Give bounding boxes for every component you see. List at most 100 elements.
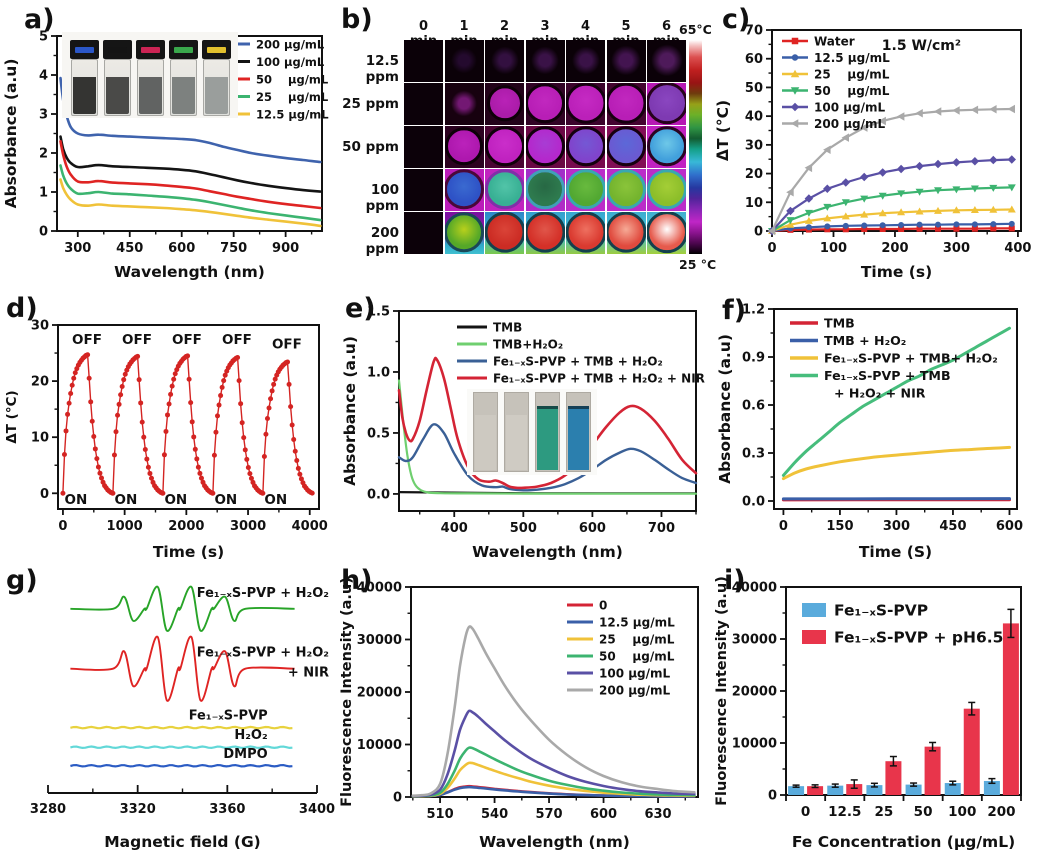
- marker: [933, 159, 943, 169]
- marker: [68, 391, 74, 397]
- panel-g-esr-spectra: g) 3280 3320 3360 3400 Magnetic field (G) Fe₁…: [0, 565, 335, 855]
- x-axis-label: Fe Concentration (µg/mL): [792, 833, 1015, 851]
- legend-label: 25 µg/mL: [599, 633, 675, 647]
- y-axis-label: Fluorescence Intensity (a.u): [339, 577, 355, 807]
- marker: [861, 225, 868, 232]
- y-tick-label: 3: [39, 108, 48, 123]
- marker: [935, 221, 941, 228]
- marker: [145, 464, 151, 470]
- vial-liquid: [105, 77, 129, 114]
- panel-e-chart: 400 500 600 700 0.0 0.5 1.0 1.5 Wavelength (nm) A…: [341, 305, 705, 562]
- marker: [119, 384, 125, 390]
- vial-liquid: [72, 77, 96, 114]
- marker: [89, 418, 95, 424]
- thermal-cell: [444, 126, 484, 168]
- legend-label: Fe₁₋ₓS-PVP + TMB + H₂O₂: [493, 355, 663, 369]
- marker: [292, 448, 298, 454]
- thermal-cell: [606, 40, 646, 82]
- legend-label: 50 µg/mL: [256, 73, 329, 87]
- x-tick-label: 510: [426, 807, 453, 822]
- vial-glass: [169, 59, 197, 116]
- series-line: [781, 326, 1011, 477]
- marker: [192, 446, 198, 452]
- marker: [91, 433, 97, 439]
- sample-vial: [201, 40, 231, 116]
- marker: [236, 378, 242, 384]
- marker: [195, 464, 201, 470]
- panel-b-thermal-images: b) 0 min1 min2 min3 min4 min5 min6 min12…: [335, 0, 716, 285]
- y-tick-label: 0.3: [742, 447, 765, 462]
- series-200 µg/mL: [767, 104, 1015, 236]
- x-category-label: 0: [801, 804, 810, 820]
- y-tick-label: 30: [745, 138, 763, 153]
- y-tick-label: 50: [745, 81, 763, 96]
- marker: [934, 187, 942, 195]
- marker: [915, 161, 924, 171]
- bar: [866, 785, 883, 795]
- panel-h-fluorescence-spectra: h) 510 540 570 600 630 0 10000 20000 30000 40000 W…: [335, 565, 710, 855]
- series-line: [397, 356, 698, 490]
- marker: [878, 116, 886, 126]
- marker: [971, 225, 978, 232]
- marker: [989, 155, 998, 165]
- marker: [841, 133, 849, 142]
- y-tick-label: 60: [745, 52, 763, 67]
- panel-e-cuvettes-photo: [467, 389, 597, 475]
- y-tick-label: 10: [745, 196, 763, 211]
- marker: [990, 225, 997, 232]
- thermal-well: [444, 212, 484, 252]
- vial-cap-stripe: [140, 47, 160, 53]
- y-tick-label: 5: [39, 30, 48, 45]
- thermal-well: [566, 169, 605, 209]
- trace-line: [70, 585, 295, 632]
- marker: [860, 210, 869, 218]
- marker: [879, 225, 886, 232]
- series-line: [397, 423, 698, 492]
- thermal-cell: [404, 169, 443, 211]
- panel-f-chart: 0 150 300 450 600 0.0 0.3 0.6 0.9 1.2 Time (S) Abso…: [716, 303, 1023, 562]
- x-tick-label: 630: [644, 807, 671, 822]
- trace-label: DMPO: [223, 747, 267, 762]
- marker: [216, 402, 222, 408]
- marker: [211, 452, 217, 458]
- colorbar-max-label: 65°C: [679, 22, 712, 37]
- thermal-cell: [606, 169, 646, 211]
- series-line: [770, 222, 1013, 233]
- marker: [245, 464, 251, 470]
- marker: [970, 185, 979, 193]
- axes: 0 1000 2000 3000 4000 0 10 20 30 Time (s) ΔT (°C): [4, 319, 328, 562]
- marker: [163, 428, 169, 434]
- series-12.5 µg/mL: [769, 220, 1015, 234]
- thermal-well: [531, 46, 559, 75]
- marker: [121, 377, 127, 383]
- marker: [219, 384, 225, 390]
- x-tick-label: 100: [820, 241, 847, 256]
- legend-label: 25 µg/mL: [814, 68, 890, 82]
- series-12.5 µg/mL: [411, 785, 696, 798]
- marker: [166, 401, 172, 407]
- marker: [898, 221, 905, 228]
- marker: [86, 375, 92, 381]
- marker: [823, 145, 831, 154]
- marker: [971, 221, 978, 228]
- marker: [144, 456, 150, 462]
- vial-liquid: [138, 77, 162, 114]
- thermal-well: [606, 212, 646, 253]
- marker: [786, 220, 795, 228]
- marker: [161, 452, 167, 458]
- marker: [1008, 225, 1015, 232]
- y-tick-label: 30: [31, 319, 49, 334]
- x-axis-label: Wavelength (nm): [479, 833, 630, 851]
- thermal-cell: [647, 126, 686, 168]
- marker: [118, 392, 124, 398]
- marker: [189, 419, 195, 425]
- temperature-colorbar: [689, 40, 702, 254]
- thermal-row-label: 12.5 ppm: [365, 52, 399, 85]
- series-line: [59, 76, 322, 164]
- marker: [878, 168, 887, 177]
- y-tick-label: 40: [745, 110, 763, 125]
- plot-frame: [57, 324, 320, 510]
- panel-letter-a: a): [24, 4, 55, 35]
- y-tick-label: 0.0: [742, 495, 765, 510]
- y-tick-label: 30000: [732, 633, 777, 648]
